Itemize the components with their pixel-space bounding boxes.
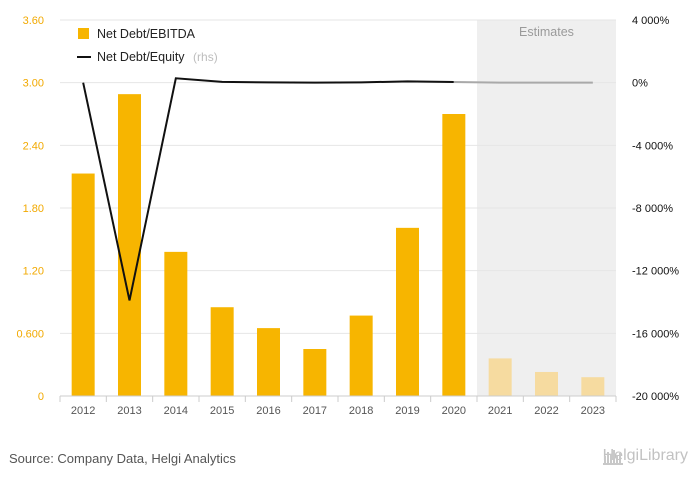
bar-2019 bbox=[396, 227, 419, 396]
x-tick-label: 2013 bbox=[117, 405, 141, 417]
logo-text: HelgiLibrary bbox=[602, 447, 688, 464]
x-tick-label: 2018 bbox=[349, 405, 373, 417]
y-left-tick-label: 1.80 bbox=[23, 203, 44, 215]
y-right-tick-label: -20 000% bbox=[632, 391, 679, 403]
x-tick-label: 2021 bbox=[488, 405, 512, 417]
line-actual bbox=[82, 77, 454, 301]
source-note: Source: Company Data, Helgi Analytics bbox=[9, 451, 236, 466]
bar-2022 bbox=[535, 371, 558, 396]
x-tick-label: 2016 bbox=[256, 405, 280, 417]
legend-label-bar: Net Debt/EBITDA bbox=[97, 27, 196, 41]
bar-2015 bbox=[210, 307, 234, 396]
y-right-tick-label: -4 000% bbox=[632, 140, 673, 152]
bar-2016 bbox=[257, 328, 280, 396]
library-logo-icon bbox=[602, 450, 623, 465]
legend: Net Debt/EBITDA Net Debt/Equity (rhs) bbox=[77, 27, 218, 64]
x-tick-label: 2017 bbox=[303, 405, 327, 417]
x-tick-label: 2022 bbox=[534, 405, 558, 417]
bar-series bbox=[71, 94, 605, 397]
bar-2017 bbox=[303, 349, 327, 396]
x-tick-label: 2023 bbox=[581, 405, 605, 417]
bar-2012 bbox=[71, 173, 95, 396]
y-left-tick-label: 2.40 bbox=[23, 140, 44, 152]
x-tick-label: 2015 bbox=[210, 405, 234, 417]
bar-2018 bbox=[349, 315, 373, 396]
bar-2020 bbox=[442, 114, 466, 396]
line-estimate bbox=[453, 81, 593, 84]
bar-2013 bbox=[118, 94, 141, 397]
y-left-tick-label: 0 bbox=[38, 391, 44, 403]
x-tick-label: 2014 bbox=[164, 405, 188, 417]
y-right-tick-label: 0% bbox=[632, 78, 648, 90]
bar-2021 bbox=[488, 358, 512, 396]
bar-2023 bbox=[581, 377, 605, 396]
estimates-label: Estimates bbox=[519, 25, 574, 39]
y-left-tick-label: 3.60 bbox=[23, 15, 44, 27]
bar-2014 bbox=[164, 251, 188, 396]
helgi-library-logo: HelgiLibrary bbox=[602, 447, 688, 465]
x-tick-label: 2020 bbox=[442, 405, 466, 417]
x-tick-label: 2012 bbox=[71, 405, 95, 417]
x-tick-label: 2019 bbox=[395, 405, 419, 417]
legend-swatch-bar bbox=[78, 28, 89, 39]
y-right-tick-label: 4 000% bbox=[632, 15, 670, 27]
y-right-tick-label: -8 000% bbox=[632, 203, 673, 215]
legend-label-line: Net Debt/Equity (rhs) bbox=[97, 50, 218, 64]
y-right-tick-label: -16 000% bbox=[632, 328, 679, 340]
y-left-tick-label: 1.20 bbox=[23, 266, 44, 278]
y-right-tick-label: -12 000% bbox=[632, 266, 679, 278]
line-series bbox=[82, 77, 593, 301]
y-left-tick-label: 3.00 bbox=[23, 78, 44, 90]
y-left-tick-label: 0.600 bbox=[16, 328, 44, 340]
legend-label-line-name: Net Debt/Equity bbox=[97, 50, 185, 64]
legend-label-line-rhs: (rhs) bbox=[193, 50, 218, 64]
axes: 2012 2013 2014 2015 2016 2017 2018 2019 2020 2021… bbox=[16, 15, 679, 417]
